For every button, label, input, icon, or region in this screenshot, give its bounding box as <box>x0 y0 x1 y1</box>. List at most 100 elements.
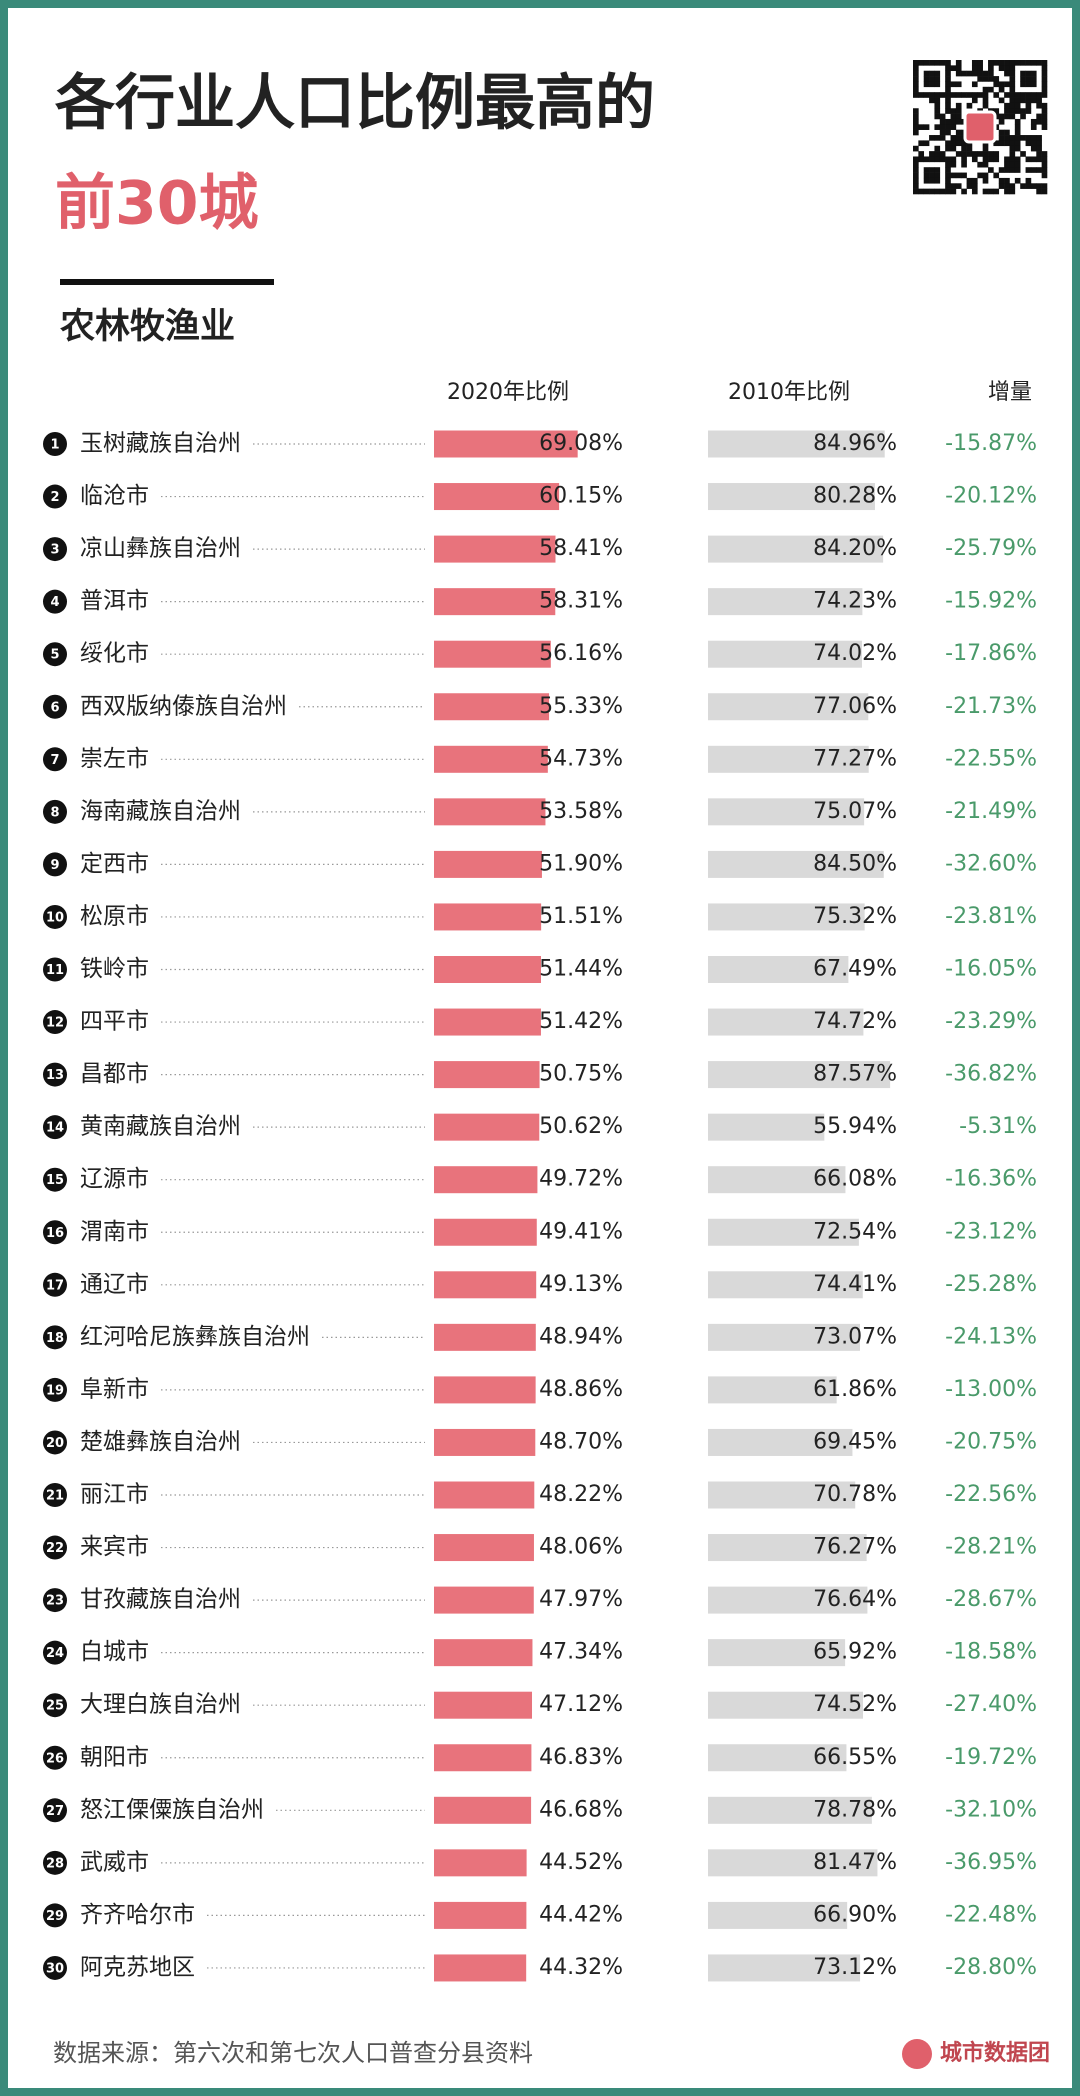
category-label: 齐齐哈尔市 <box>80 1902 195 1928</box>
qr-cell <box>1020 135 1026 141</box>
qr-cell <box>977 76 983 82</box>
qr-cell <box>1009 97 1016 104</box>
qr-cell <box>934 151 941 157</box>
bar <box>434 1271 537 1299</box>
category-label: 辽源市 <box>80 1166 149 1192</box>
rank: 16 <box>46 1226 64 1241</box>
value-label: -27.40% <box>945 1692 1037 1717</box>
bar <box>708 535 884 563</box>
qr-cell <box>1036 60 1042 66</box>
qr-cell <box>966 102 973 109</box>
qr-cell <box>1041 151 1048 157</box>
qr-cell <box>950 161 957 168</box>
qr-cell <box>1030 124 1037 130</box>
bar <box>434 1323 536 1351</box>
value-label: 74.23% <box>813 589 897 614</box>
qr-cell <box>1025 102 1032 109</box>
qr-cell <box>998 60 1005 66</box>
value-label: 66.90% <box>813 1902 897 1927</box>
rank: 13 <box>46 1068 64 1083</box>
value-label: 56.16% <box>539 641 623 666</box>
qr-cell <box>950 140 957 147</box>
rank-badge <box>43 1850 67 1875</box>
qr-cell <box>977 161 983 168</box>
qr-cell <box>950 92 957 98</box>
value-label: 55.94% <box>813 1114 897 1139</box>
value-label: -24.13% <box>945 1324 1037 1349</box>
qr-cell <box>929 76 935 82</box>
qr-cell <box>1036 102 1042 109</box>
bar <box>708 483 875 511</box>
qr-cell <box>1025 156 1032 163</box>
qr-cell <box>1020 151 1026 157</box>
rank-badge <box>43 747 67 772</box>
qr-cell <box>982 151 989 157</box>
category-label: 凉山彝族自治州 <box>80 536 241 562</box>
rank-badge <box>43 1903 67 1928</box>
bar <box>708 850 884 878</box>
qr-cell <box>939 156 946 163</box>
value-label: 50.75% <box>539 1062 623 1087</box>
rank: 15 <box>46 1173 64 1188</box>
rank: 6 <box>50 700 59 715</box>
category-label: 渭南市 <box>80 1219 149 1245</box>
qr-cell <box>955 172 962 179</box>
rank: 25 <box>46 1699 64 1714</box>
rank: 27 <box>46 1804 64 1819</box>
qr-cell <box>939 113 946 120</box>
rank-badge <box>43 1535 67 1560</box>
qr-cell <box>1030 60 1037 66</box>
value-label: 77.06% <box>813 694 897 719</box>
value-label: -21.49% <box>945 799 1037 824</box>
qr-cell <box>918 92 925 98</box>
qr-cell <box>945 70 951 77</box>
qr-cell <box>1041 81 1048 88</box>
rank-badge <box>43 1693 67 1718</box>
category-label: 临沧市 <box>80 483 149 509</box>
rank: 23 <box>46 1594 64 1609</box>
qr-cell <box>955 81 962 88</box>
qr-cell <box>918 124 925 130</box>
value-label: 44.52% <box>539 1850 623 1875</box>
qr-cell <box>1030 81 1037 88</box>
qr-cell <box>988 70 994 77</box>
qr-cell <box>1025 60 1032 66</box>
qr-cell <box>945 188 951 195</box>
qr-cell <box>961 70 967 77</box>
bar <box>434 903 542 931</box>
value-label: -13.00% <box>945 1377 1037 1402</box>
qr-cell <box>923 156 930 163</box>
value-label: 48.94% <box>539 1324 623 1349</box>
value-label: 47.12% <box>539 1692 623 1717</box>
qr-cell <box>982 97 989 104</box>
qr-cell <box>934 97 941 104</box>
qr-cell <box>1041 76 1048 82</box>
qr-cell <box>1036 151 1042 157</box>
rank: 11 <box>46 963 64 978</box>
qr-cell <box>998 167 1005 173</box>
qr-cell <box>1004 129 1010 136</box>
bar <box>708 956 849 983</box>
bar <box>434 588 556 616</box>
qr-cell <box>1009 76 1016 82</box>
rank-badge <box>43 537 67 562</box>
bar <box>708 1796 872 1824</box>
qr-cell <box>945 76 951 82</box>
qr-cell <box>1020 92 1026 98</box>
qr-cell <box>939 151 946 157</box>
qr-cell <box>977 151 983 157</box>
qr-cell <box>982 76 989 82</box>
qr-cell <box>955 108 962 114</box>
rank-badge <box>43 852 67 877</box>
qr-cell <box>1041 65 1048 72</box>
bar <box>708 1954 861 1982</box>
qr-cell <box>1009 113 1016 120</box>
rank: 28 <box>46 1856 64 1871</box>
qr-cell <box>913 161 919 168</box>
qr-cell <box>1014 140 1021 147</box>
qr-cell <box>913 86 919 93</box>
value-label: 46.83% <box>539 1745 623 1770</box>
bar <box>434 1061 540 1089</box>
rank-badge <box>43 1483 67 1507</box>
